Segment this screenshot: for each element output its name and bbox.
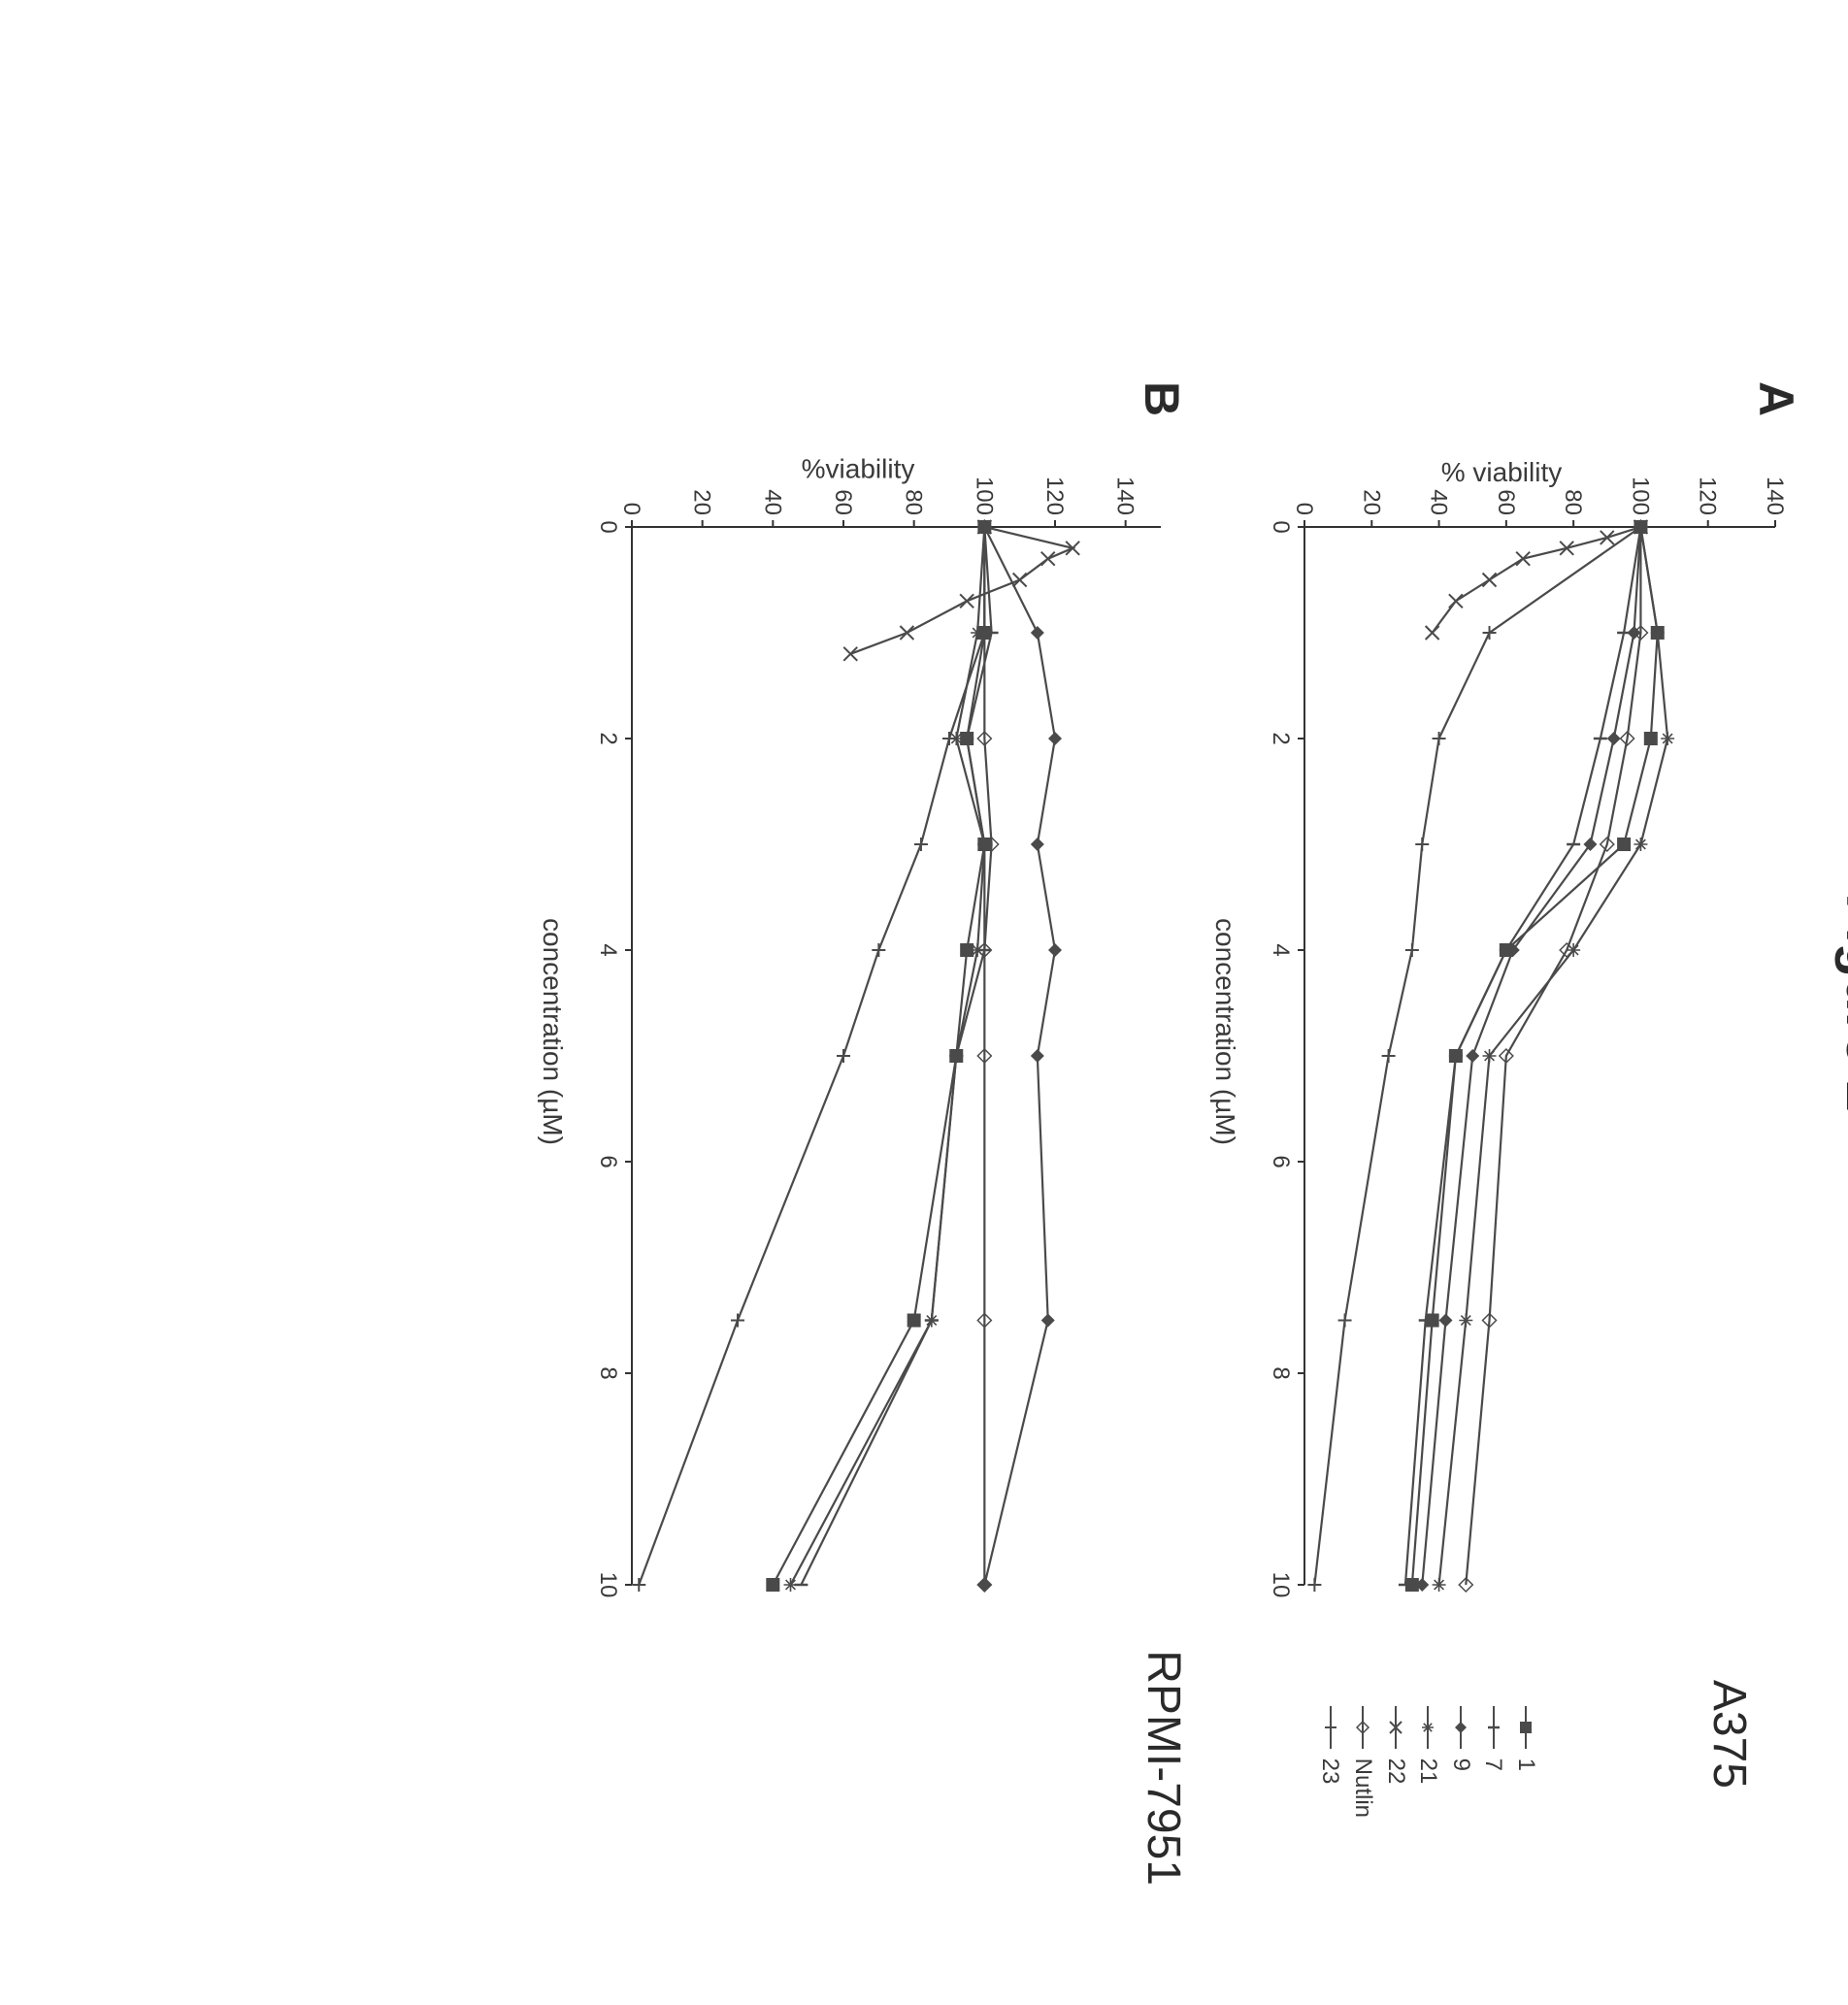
svg-text:4: 4 <box>1268 943 1294 956</box>
legend-item: 21 <box>1412 1704 1445 1818</box>
legend-label: 1 <box>1509 1758 1542 1771</box>
svg-text:100: 100 <box>971 477 997 515</box>
svg-text:8: 8 <box>595 1366 621 1379</box>
panel-a-chart-area: % viability 0 20 40 60 80 100 120 140 0 2 4 6 8 10 co… <box>1209 459 1795 1604</box>
svg-text:40: 40 <box>759 489 785 515</box>
svg-text:40: 40 <box>1426 489 1452 515</box>
legend-marker-icon <box>1419 1704 1436 1751</box>
svg-text:60: 60 <box>1493 489 1519 515</box>
legend-marker-icon <box>1517 1704 1534 1751</box>
legend-item: 23 <box>1314 1704 1347 1818</box>
legend-label: 21 <box>1412 1758 1445 1785</box>
legend-label: 9 <box>1444 1758 1477 1771</box>
panel-b-xlabel: concentration (µM) <box>537 459 568 1604</box>
svg-text:80: 80 <box>1560 489 1586 515</box>
svg-text:8: 8 <box>1268 1366 1294 1379</box>
legend-item: 22 <box>1379 1704 1412 1818</box>
legend-label: 23 <box>1314 1758 1347 1785</box>
svg-text:20: 20 <box>689 489 715 515</box>
legend-item: 7 <box>1477 1704 1510 1818</box>
legend-item: Nutlin <box>1346 1704 1379 1818</box>
svg-text:0: 0 <box>1268 520 1294 533</box>
panel-a-letter: A <box>1748 381 1804 416</box>
legend-marker-icon <box>1322 1704 1339 1751</box>
svg-text:2: 2 <box>595 732 621 744</box>
svg-text:60: 60 <box>830 489 856 515</box>
legend-label: Nutlin <box>1346 1758 1379 1818</box>
panel-a-ylabel: % viability <box>1441 457 1562 488</box>
figure-title: Figure 2 <box>1833 49 1848 1956</box>
legend-item: 9 <box>1444 1704 1477 1818</box>
svg-text:0: 0 <box>595 520 621 533</box>
panel-a: A A375 % viability 020406080100120140024… <box>1209 401 1795 1604</box>
svg-text:0: 0 <box>1291 503 1317 515</box>
panels-container: A A375 % viability 020406080100120140024… <box>537 49 1795 1956</box>
svg-text:6: 6 <box>595 1155 621 1167</box>
legend-marker-icon <box>1485 1704 1502 1751</box>
panel-b-cell-line: RPMI-7951 <box>1137 1650 1190 1886</box>
svg-text:10: 10 <box>595 1572 621 1598</box>
panel-a-legend: 1792122Nutlin23 <box>1314 1704 1542 1818</box>
svg-text:10: 10 <box>1268 1572 1294 1598</box>
legend-label: 7 <box>1477 1758 1510 1771</box>
svg-text:20: 20 <box>1358 489 1384 515</box>
panel-b-ylabel: %viability <box>802 453 915 484</box>
legend-item: 1 <box>1509 1704 1542 1818</box>
page-root: Figure 2 A A375 % viability 020406080100… <box>49 49 1848 1896</box>
svg-text:120: 120 <box>1041 477 1068 515</box>
svg-text:100: 100 <box>1627 477 1653 515</box>
svg-text:4: 4 <box>595 943 621 956</box>
panel-b-svg: 0 20 40 60 80 100 120 140 0 2 4 6 8 10 <box>578 459 1180 1604</box>
panel-a-xlabel: concentration (µM) <box>1209 459 1240 1604</box>
svg-text:140: 140 <box>1112 477 1138 515</box>
content-root: Figure 2 A A375 % viability 020406080100… <box>109 49 1848 1956</box>
legend-marker-icon <box>1452 1704 1469 1751</box>
panel-b-letter: B <box>1134 381 1190 416</box>
svg-text:120: 120 <box>1695 477 1721 515</box>
legend-marker-icon <box>1354 1704 1371 1751</box>
legend-label: 22 <box>1379 1758 1412 1785</box>
svg-text:6: 6 <box>1268 1155 1294 1167</box>
legend-marker-icon <box>1387 1704 1404 1751</box>
svg-text:0: 0 <box>618 503 644 515</box>
svg-text:2: 2 <box>1268 732 1294 744</box>
panel-b-chart-area: %viability 0204060801001201400246810 con… <box>537 459 1180 1604</box>
panel-a-cell-line: A375 <box>1702 1680 1756 1789</box>
panel-b: B RPMI-7951 %viability 02040608010012014… <box>537 401 1180 1604</box>
svg-text:140: 140 <box>1762 477 1788 515</box>
svg-text:80: 80 <box>901 489 927 515</box>
panel-a-svg: 0 20 40 60 80 100 120 140 0 2 4 6 8 10 <box>1251 459 1795 1604</box>
